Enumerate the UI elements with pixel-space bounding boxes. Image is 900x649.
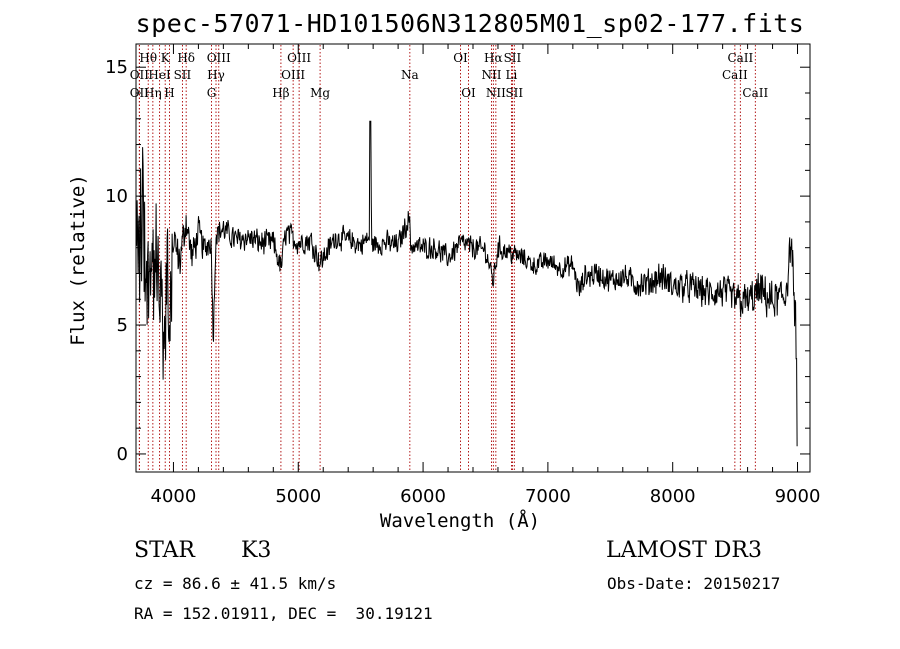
line-label-20: Hα bbox=[484, 51, 503, 65]
line-label-11: G bbox=[207, 86, 217, 100]
y-tick-label: 5 bbox=[117, 315, 128, 336]
y-tick-label: 15 bbox=[105, 57, 128, 78]
line-label-15: Mg bbox=[310, 86, 330, 100]
object-class: STAR bbox=[134, 538, 195, 563]
line-label-17: OI bbox=[453, 51, 468, 65]
line-label-9: OIII bbox=[207, 51, 231, 65]
line-label-23: Li bbox=[506, 68, 518, 82]
line-label-0: OII bbox=[130, 68, 150, 82]
line-label-8: Hδ bbox=[177, 51, 195, 65]
observation-date: Obs-Date: 20150217 bbox=[607, 574, 781, 593]
x-tick-label: 5000 bbox=[275, 486, 321, 507]
line-label-21: NII bbox=[486, 86, 506, 100]
line-label-12: Hβ bbox=[272, 86, 289, 100]
redshift-velocity: cz = 86.6 ± 41.5 km/s bbox=[134, 574, 337, 593]
axis-ticks bbox=[136, 44, 810, 472]
line-label-24: SII bbox=[505, 86, 523, 100]
emission-line-markers bbox=[138, 45, 756, 471]
line-label-22: SII bbox=[504, 51, 522, 65]
line-label-14: OIII bbox=[287, 51, 311, 65]
x-axis-label: Wavelength (Å) bbox=[379, 510, 541, 532]
line-label-2: Hθ bbox=[139, 51, 157, 65]
y-axis-label: Flux (relative) bbox=[67, 174, 89, 346]
line-label-10: Hγ bbox=[207, 68, 225, 82]
x-tick-label: 7000 bbox=[525, 486, 571, 507]
line-label-7: SII bbox=[174, 68, 192, 82]
line-label-25: CaII bbox=[722, 68, 748, 82]
line-label-27: CaII bbox=[742, 86, 768, 100]
line-label-26: CaII bbox=[727, 51, 753, 65]
x-tick-label: 9000 bbox=[775, 486, 821, 507]
line-label-4: HeI bbox=[148, 68, 171, 82]
object-subclass: K3 bbox=[241, 538, 272, 563]
x-tick-label: 6000 bbox=[400, 486, 446, 507]
sky-coordinates: RA = 152.01911, DEC = 30.19121 bbox=[134, 604, 433, 623]
x-tick-label: 4000 bbox=[151, 486, 197, 507]
spectrum-line bbox=[136, 120, 798, 447]
plot-frame bbox=[135, 43, 811, 473]
survey-name: LAMOST DR3 bbox=[606, 538, 762, 563]
y-tick-label: 10 bbox=[105, 186, 128, 207]
x-tick-label: 8000 bbox=[650, 486, 696, 507]
line-label-13: OIII bbox=[281, 68, 305, 82]
y-tick-label: 0 bbox=[117, 444, 128, 465]
axis-tick-labels: 4000 5000 6000 7000 8000 9000 0 5 10 15 bbox=[105, 57, 820, 507]
line-label-19: NII bbox=[481, 68, 501, 82]
line-label-6: H bbox=[164, 86, 174, 100]
line-label-16: Na bbox=[401, 68, 419, 82]
line-label-5: K bbox=[161, 51, 171, 65]
line-label-18: OI bbox=[461, 86, 476, 100]
line-label-3: Hη bbox=[144, 86, 162, 100]
chart-title: spec-57071-HD101506N312805M01_sp02-177.f… bbox=[135, 9, 805, 38]
